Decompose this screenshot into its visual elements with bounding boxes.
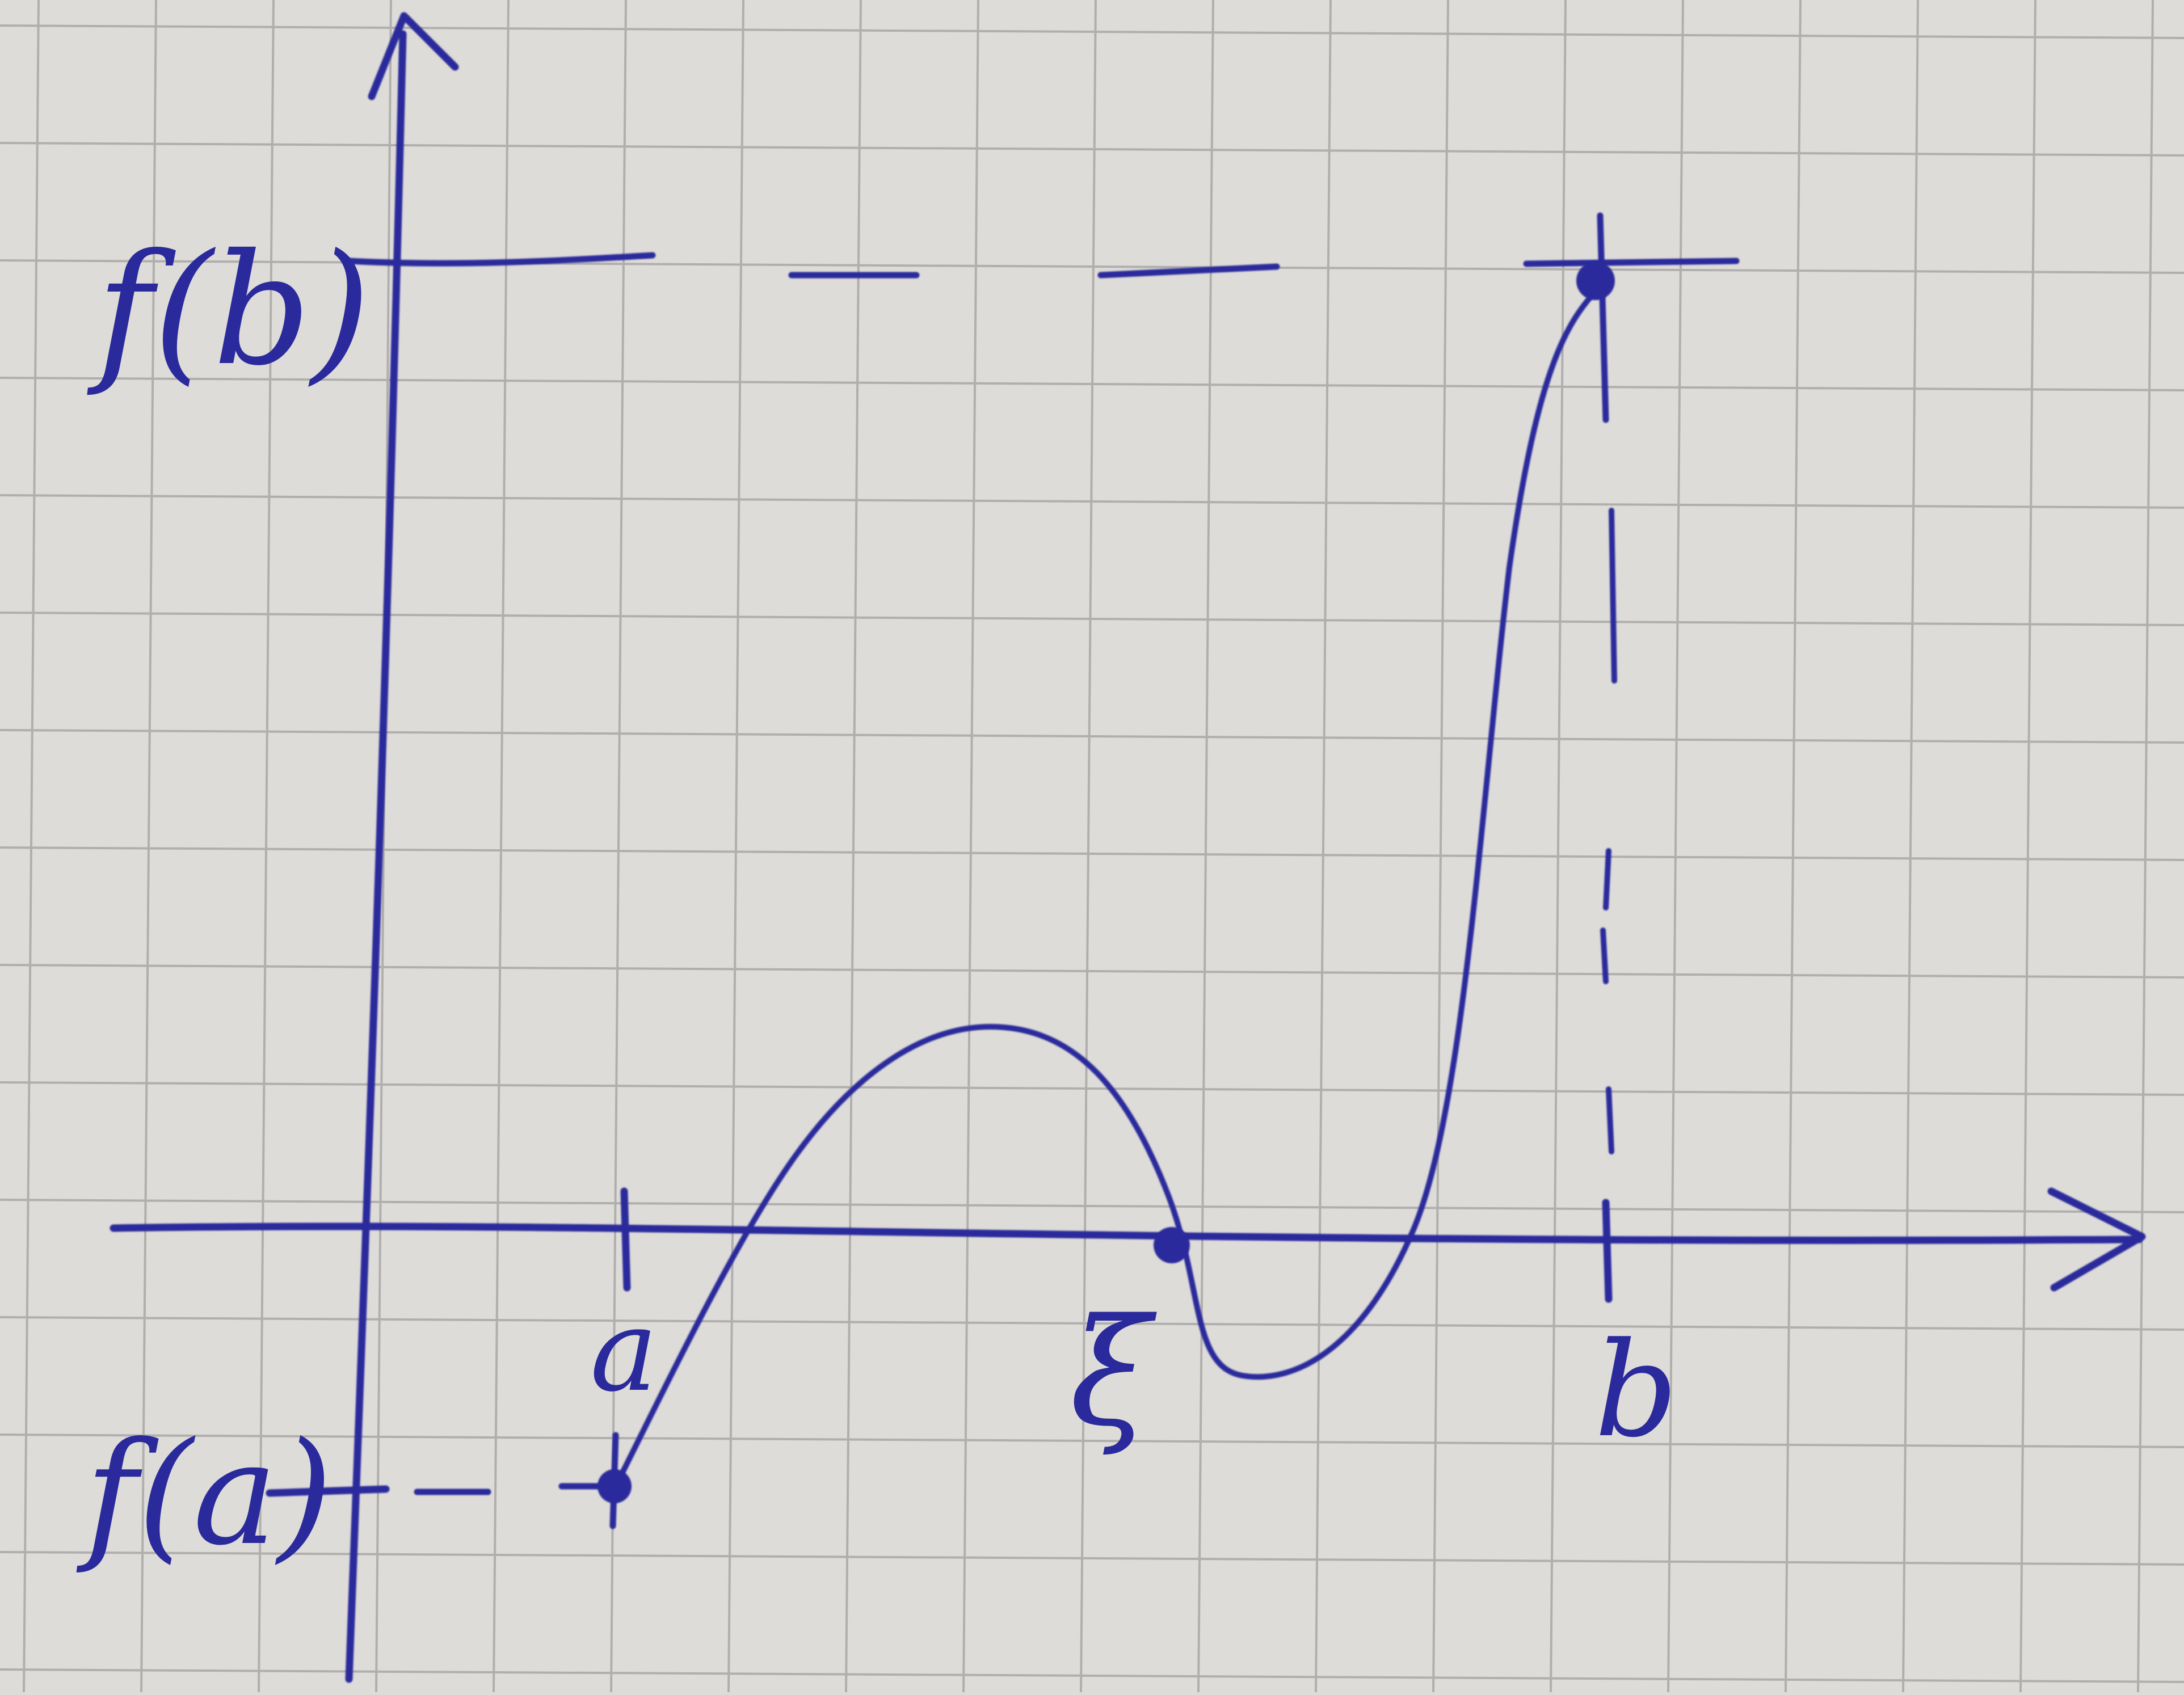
- fb-dash-3: [1097, 263, 1280, 279]
- grid-line-vertical: [1550, 0, 1567, 1693]
- grid-line-vertical: [1197, 0, 1214, 1693]
- b-dash-2: [1603, 848, 1611, 910]
- point-xi: [1154, 1227, 1190, 1263]
- fb-dash-1: [346, 252, 656, 267]
- grid-line-horizontal: [0, 1081, 2184, 1096]
- grid-line-horizontal: [0, 612, 2184, 626]
- grid-line-vertical: [1667, 0, 1684, 1693]
- label-xi: ξ: [1070, 1288, 1157, 1459]
- label-fa: f(a): [76, 1411, 333, 1576]
- label-a: a: [590, 1285, 658, 1417]
- grid-line-horizontal: [0, 142, 2184, 157]
- grid-line-horizontal: [0, 1433, 2184, 1448]
- grid-line-vertical: [610, 0, 627, 1693]
- grid-line-vertical: [2137, 0, 2154, 1693]
- grid-line-vertical: [258, 0, 275, 1693]
- b-dash-3: [1600, 927, 1609, 984]
- function-sketch: [110, 12, 2146, 1683]
- tick-fa: [266, 1485, 390, 1497]
- grid-line-horizontal: [0, 964, 2184, 979]
- b-dash-4: [1606, 1086, 1614, 1154]
- y-axis-arrowhead: [368, 12, 459, 100]
- label-fb: f(b): [87, 221, 371, 399]
- grid-line-horizontal: [0, 846, 2184, 861]
- grid-line-horizontal: [0, 1668, 2184, 1683]
- grid-line-vertical: [2019, 0, 2036, 1693]
- marked-points: [597, 262, 1615, 1503]
- grid-line-vertical: [727, 0, 744, 1693]
- x-axis-arrowhead: [2047, 1187, 2146, 1292]
- grid-line-vertical: [493, 0, 510, 1693]
- grid-line-horizontal: [0, 494, 2184, 509]
- grid-line-horizontal: [0, 377, 2184, 391]
- grid-line-horizontal: [0, 729, 2184, 744]
- grid-line-vertical: [1315, 0, 1332, 1693]
- grid-line-horizontal: [0, 24, 2184, 39]
- grid-line-vertical: [962, 0, 979, 1693]
- fb-crosshair: [1523, 258, 1740, 267]
- grid-line-vertical: [1785, 0, 1802, 1693]
- grid-line-vertical: [1432, 0, 1449, 1693]
- point-a: [597, 1469, 632, 1503]
- grid-line-vertical: [23, 0, 40, 1693]
- tick-a: [620, 1187, 631, 1292]
- function-curve: [613, 286, 1600, 1489]
- b-vertical-tick-top: [1597, 212, 1609, 423]
- tick-b: [1602, 1199, 1613, 1303]
- point-b: [1576, 262, 1615, 300]
- x-axis: [110, 1222, 2143, 1244]
- grid-line-vertical: [1080, 0, 1097, 1693]
- grid-line-vertical: [845, 0, 862, 1693]
- label-b: b: [1594, 1315, 1678, 1466]
- grid-line-vertical: [140, 0, 157, 1693]
- grid-line-vertical: [1902, 0, 1919, 1693]
- grid-line-vertical: [375, 0, 392, 1693]
- b-dash-1: [1609, 508, 1617, 684]
- grid-line-horizontal: [0, 1551, 2184, 1566]
